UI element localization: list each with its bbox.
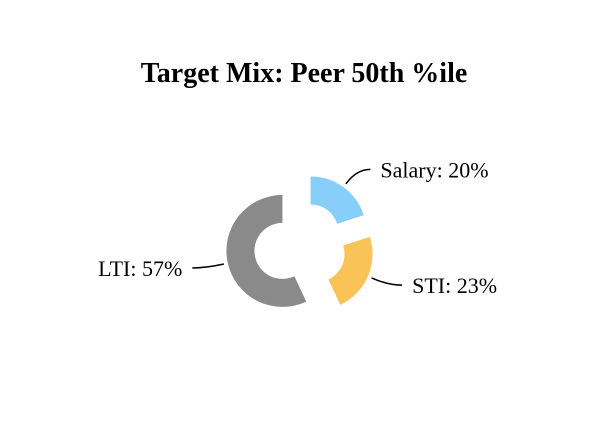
slices-layer xyxy=(226,176,373,307)
chart-title: Target Mix: Peer 50th %ile xyxy=(140,58,468,89)
slice-label-lti: LTI: 57% xyxy=(98,256,182,281)
leader-lines-layer xyxy=(192,168,403,286)
slice-label-salary: Salary: 20% xyxy=(380,157,488,182)
leader-line-salary xyxy=(345,168,371,185)
slice-salary xyxy=(310,176,364,224)
slice-sti xyxy=(328,236,373,305)
slice-lti xyxy=(226,194,307,307)
leader-line-sti xyxy=(371,277,403,286)
slice-label-sti: STI: 23% xyxy=(412,273,497,298)
leader-line-lti xyxy=(192,263,225,269)
slice-labels-layer: Salary: 20% STI: 23% LTI: 57% xyxy=(98,157,497,298)
